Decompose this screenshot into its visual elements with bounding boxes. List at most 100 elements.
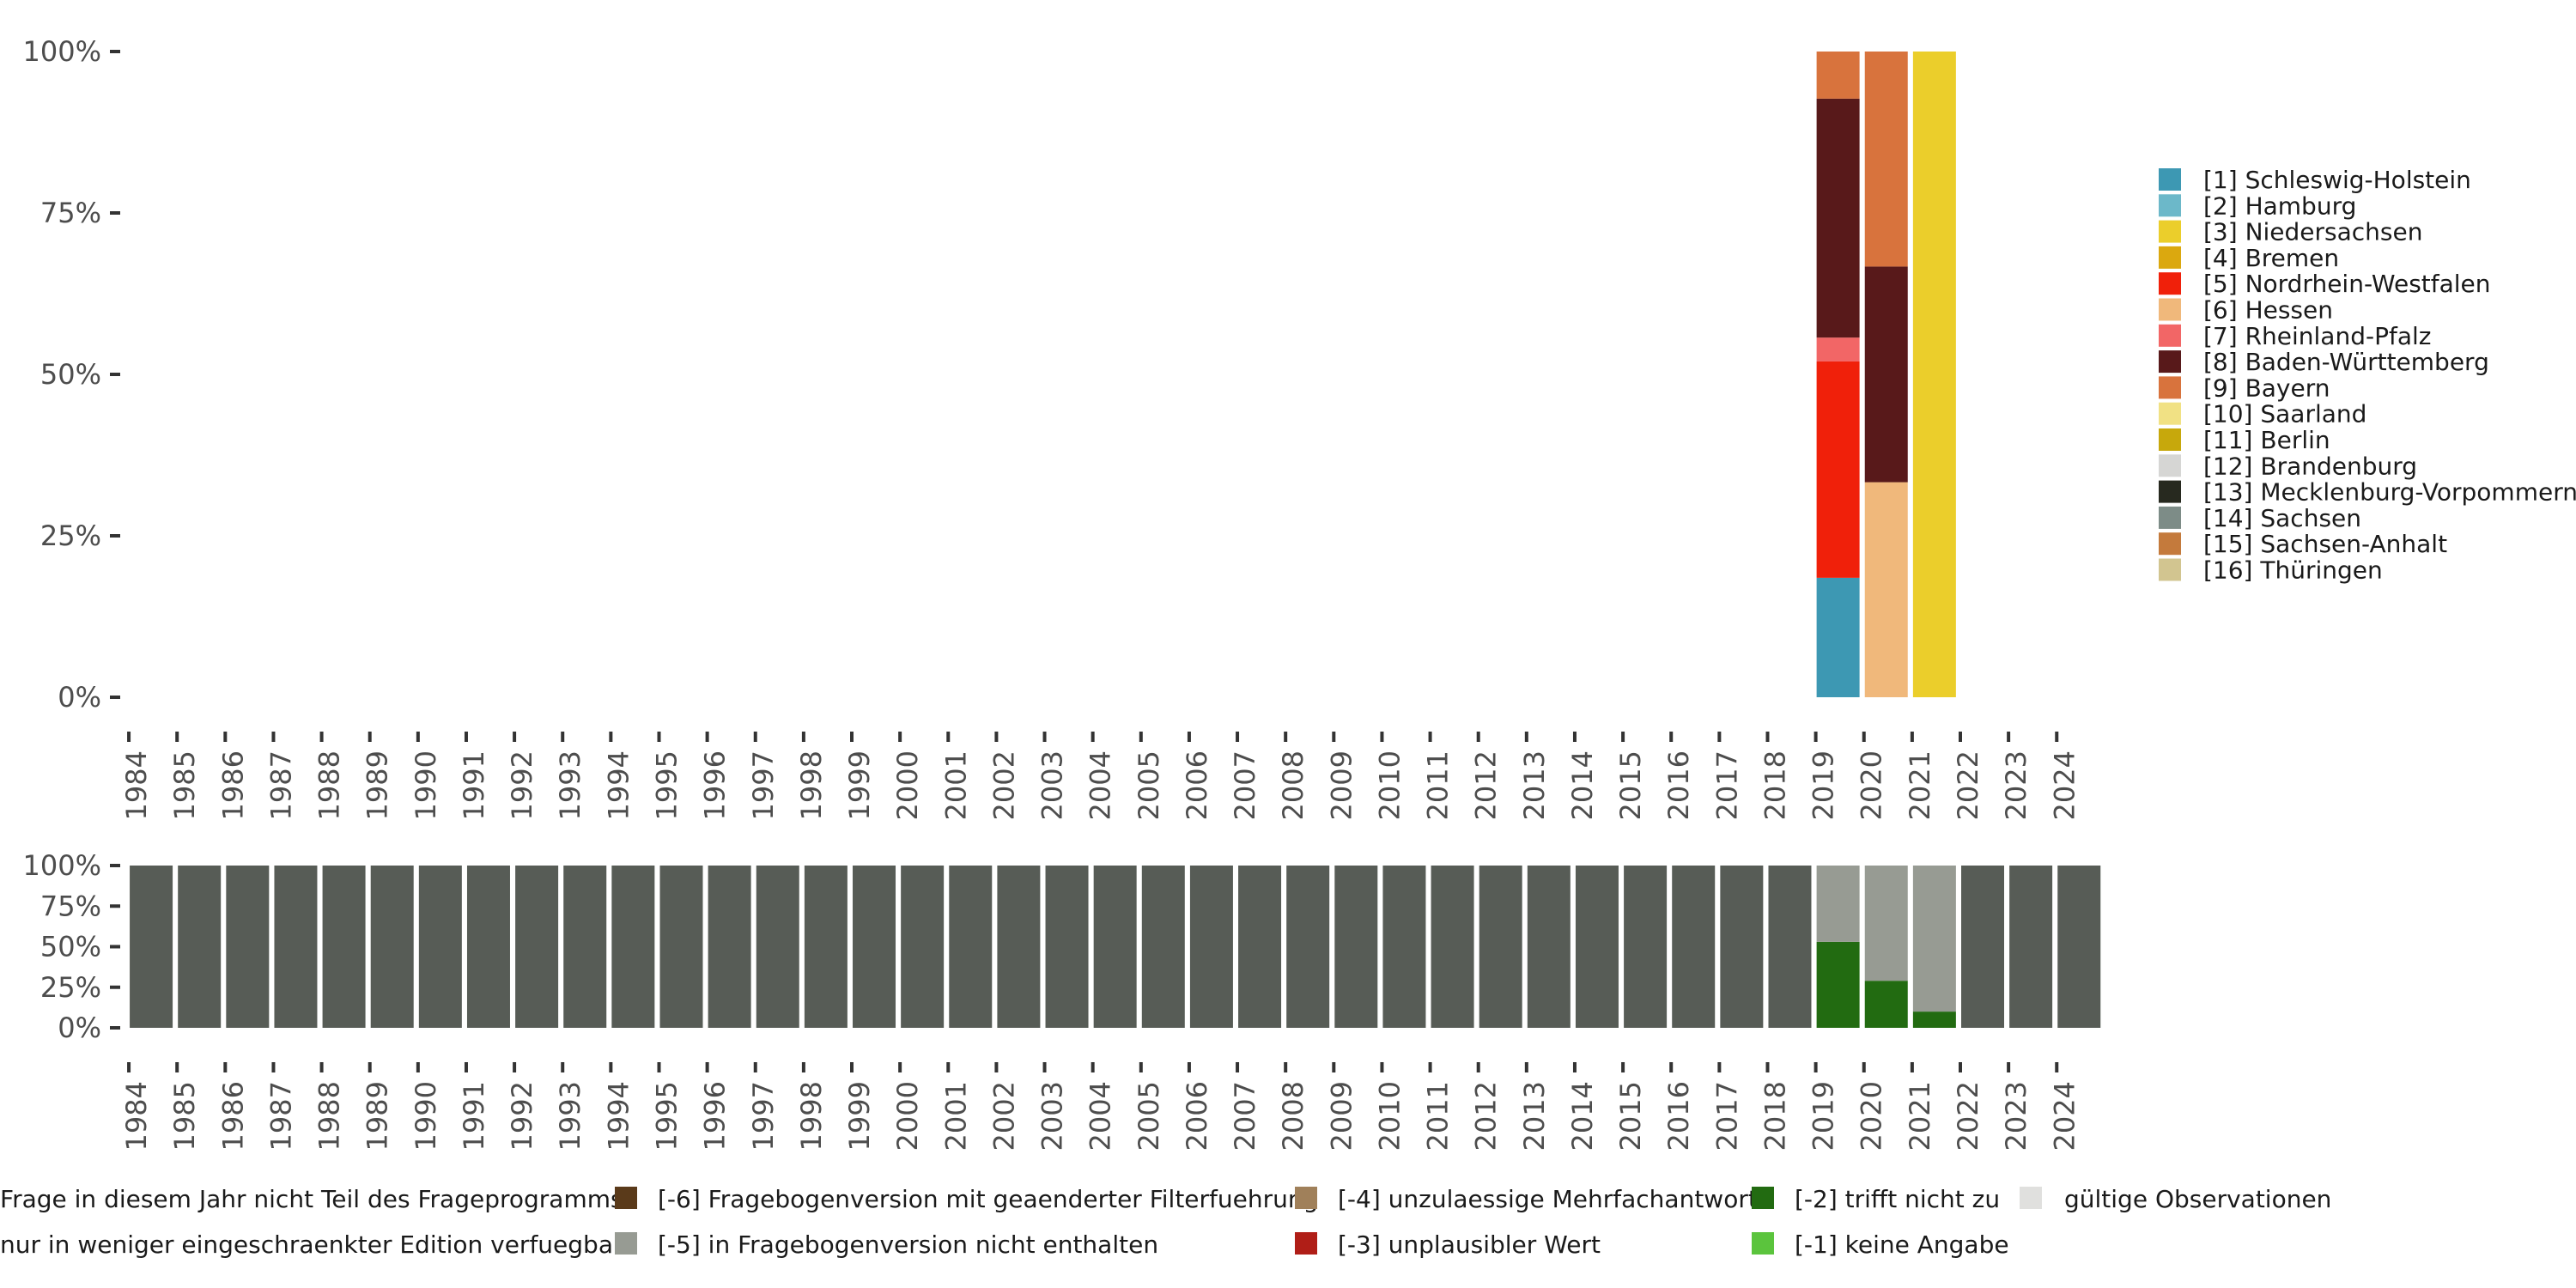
legend-swatch — [2159, 480, 2181, 503]
bottom-x-tick-label: 1986 — [216, 1081, 249, 1151]
bottom-bar-2010-frage-in-diesem-jahr-nicht-teil-des-frageprogramms — [1382, 866, 1426, 1028]
bottom-x-tick-label: 2003 — [1036, 1081, 1069, 1151]
bottom-x-tick-label: 2004 — [1084, 1081, 1117, 1151]
bottom-bar-1991-frage-in-diesem-jahr-nicht-teil-des-frageprogramms — [466, 866, 510, 1028]
bottom-bar-2022-frage-in-diesem-jahr-nicht-teil-des-frageprogramms — [1961, 866, 2005, 1028]
bottom-legend-label: gültige Observationen — [2064, 1185, 2331, 1213]
bottom-legend-label: [-6] Fragebogenversion mit geaenderter F… — [658, 1185, 1318, 1213]
bottom-bar-2019-nur-in-weniger-eingeschraenkter-edition-verfuegbar — [1816, 866, 1860, 942]
top-x-tick-label: 1993 — [554, 750, 586, 820]
bottom-x-tick-label: 2007 — [1229, 1081, 1261, 1151]
bottom-y-tick-label: 25% — [40, 971, 101, 1004]
top-bar-2020--9-bayern — [1864, 52, 1908, 267]
legend-label: [6] Hessen — [2203, 296, 2333, 325]
top-x-tick-label: 2007 — [1229, 750, 1261, 820]
legend-swatch — [2159, 454, 2181, 477]
bottom-bar-2004-frage-in-diesem-jahr-nicht-teil-des-frageprogramms — [1093, 866, 1137, 1028]
bottom-x-tick-label: 1989 — [361, 1081, 394, 1151]
bottom-legend-label: [-3] unplausibler Wert — [1338, 1230, 1601, 1259]
bottom-bar-2002-frage-in-diesem-jahr-nicht-teil-des-frageprogramms — [997, 866, 1041, 1028]
bottom-x-tick-label: 1993 — [554, 1081, 586, 1151]
bottom-x-tick-label: 2017 — [1710, 1081, 1743, 1151]
bottom-legend-swatch — [2020, 1187, 2042, 1209]
top-x-tick-label: 2000 — [891, 750, 924, 820]
bottom-x-tick-label: 1994 — [602, 1081, 635, 1151]
top-x-tick-label: 1989 — [361, 750, 394, 820]
top-x-tick-label: 2017 — [1710, 750, 1743, 820]
legend-label: [13] Mecklenburg-Vorpommern — [2203, 478, 2576, 507]
bottom-bar-2016-frage-in-diesem-jahr-nicht-teil-des-frageprogramms — [1672, 866, 1716, 1028]
legend-label: [1] Schleswig-Holstein — [2203, 166, 2471, 194]
top-bar-2019--1-schleswig-holstein — [1816, 577, 1860, 697]
bottom-bar-1984-frage-in-diesem-jahr-nicht-teil-des-frageprogramms — [130, 866, 173, 1028]
legend-swatch — [2159, 428, 2181, 451]
bottom-x-tick-label: 2019 — [1807, 1081, 1840, 1151]
bottom-bar-2012-frage-in-diesem-jahr-nicht-teil-des-frageprogramms — [1479, 866, 1522, 1028]
top-x-tick-label: 2004 — [1084, 750, 1117, 820]
top-bar-2019--8-baden-w-rttemberg — [1816, 98, 1860, 338]
bottom-x-tick-label: 2018 — [1759, 1081, 1791, 1151]
bottom-x-tick-label: 2020 — [1856, 1081, 1888, 1151]
top-x-tick-label: 2020 — [1856, 750, 1888, 820]
top-x-tick-label: 2016 — [1662, 750, 1695, 820]
bottom-x-tick-label: 2015 — [1614, 1081, 1647, 1151]
top-y-tick-label: 25% — [40, 519, 101, 552]
bottom-legend-label: nur in weniger eingeschraenkter Edition … — [0, 1230, 623, 1259]
bottom-x-tick-label: 2008 — [1277, 1081, 1309, 1151]
top-x-tick-label: 2008 — [1277, 750, 1309, 820]
bottom-x-tick-label: 1998 — [795, 1081, 828, 1151]
bottom-legend-label: [-2] trifft nicht zu — [1795, 1185, 2000, 1213]
top-x-tick-label: 1984 — [120, 750, 153, 820]
bottom-x-tick-label: 2022 — [1952, 1081, 1984, 1151]
bottom-x-tick-label: 2011 — [1422, 1081, 1455, 1151]
top-x-tick-label: 2018 — [1759, 750, 1791, 820]
top-x-tick-label: 2024 — [2048, 750, 2081, 820]
top-bar-2019--5-nordrhein-westfalen — [1816, 361, 1860, 578]
legend-label: [3] Niedersachsen — [2203, 218, 2422, 246]
bottom-legend: Frage in diesem Jahr nicht Teil des Frag… — [0, 1185, 2331, 1259]
top-x-tick-label: 1997 — [747, 750, 780, 820]
top-x-tick-label: 1986 — [216, 750, 249, 820]
legend-label: [10] Saarland — [2203, 400, 2366, 428]
bottom-bar-2000-frage-in-diesem-jahr-nicht-teil-des-frageprogramms — [901, 866, 945, 1028]
bottom-bar-2014-frage-in-diesem-jahr-nicht-teil-des-frageprogramms — [1575, 866, 1619, 1028]
bottom-legend-swatch — [615, 1187, 637, 1209]
legend-swatch — [2159, 558, 2181, 581]
bottom-bar-2019--2-trifft-nicht-zu — [1816, 941, 1860, 1028]
bottom-x-tick-label: 1992 — [506, 1081, 538, 1151]
bottom-x-tick-label: 2024 — [2048, 1081, 2081, 1151]
legend-label: [9] Bayern — [2203, 374, 2330, 402]
top-x-tick-label: 2019 — [1807, 750, 1840, 820]
bottom-legend-label: [-5] in Fragebogenversion nicht enthalte… — [658, 1230, 1158, 1259]
legend-label: [2] Hamburg — [2203, 191, 2356, 220]
legend-label: [8] Baden-Württemberg — [2203, 348, 2489, 376]
bottom-x-tick-label: 2009 — [1325, 1081, 1358, 1151]
bottom-legend-label: Frage in diesem Jahr nicht Teil des Frag… — [0, 1185, 623, 1213]
bottom-bar-1997-frage-in-diesem-jahr-nicht-teil-des-frageprogramms — [756, 866, 799, 1028]
bottom-bar-2018-frage-in-diesem-jahr-nicht-teil-des-frageprogramms — [1768, 866, 1812, 1028]
bottom-y-tick-label: 100% — [23, 849, 101, 882]
bottom-bar-2003-frage-in-diesem-jahr-nicht-teil-des-frageprogramms — [1045, 866, 1089, 1028]
bottom-bar-2023-frage-in-diesem-jahr-nicht-teil-des-frageprogramms — [2009, 866, 2053, 1028]
bottom-legend-label: [-4] unzulaessige Mehrfachantwort — [1338, 1185, 1758, 1213]
bottom-bar-2020--2-trifft-nicht-zu — [1864, 981, 1908, 1028]
top-x-tick-label: 2010 — [1373, 750, 1406, 820]
top-x-tick-label: 2013 — [1518, 750, 1551, 820]
legend-label: [16] Thüringen — [2203, 556, 2383, 585]
top-x-tick-label: 1987 — [264, 750, 297, 820]
legend-swatch — [2159, 324, 2181, 347]
bottom-x-tick-label: 2002 — [987, 1081, 1020, 1151]
bottom-legend-swatch — [1752, 1187, 1774, 1209]
top-x-tick-label: 2022 — [1952, 750, 1984, 820]
right-legend: [1] Schleswig-Holstein[2] Hamburg[3] Nie… — [2159, 166, 2576, 585]
bottom-legend-swatch — [1295, 1232, 1317, 1255]
top-bar-2021--3-niedersachsen — [1912, 52, 1956, 697]
top-x-tick-label: 2023 — [2000, 750, 2032, 820]
legend-swatch — [2159, 402, 2181, 425]
bottom-bar-1985-frage-in-diesem-jahr-nicht-teil-des-frageprogramms — [178, 866, 222, 1028]
top-bar-2020--8-baden-w-rttemberg — [1864, 266, 1908, 483]
bottom-bar-1994-frage-in-diesem-jahr-nicht-teil-des-frageprogramms — [611, 866, 655, 1028]
legend-swatch — [2159, 376, 2181, 399]
top-bar-2019--9-bayern — [1816, 52, 1860, 99]
